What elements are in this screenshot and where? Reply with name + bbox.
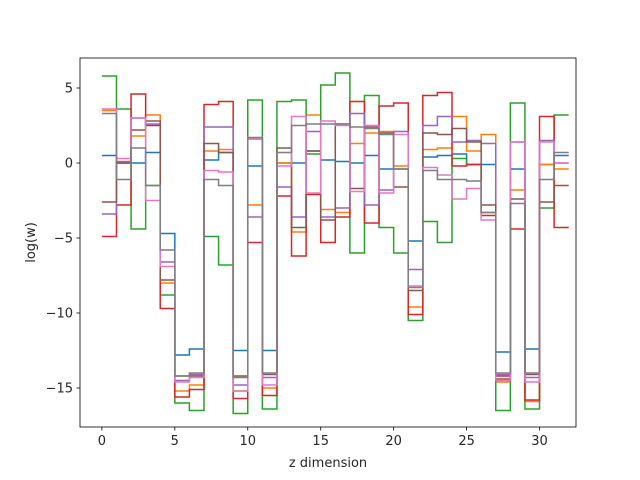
y-axis: −15 −10 −5 0 5	[46, 82, 80, 397]
series-line-8	[101, 112, 569, 379]
series-layer	[101, 72, 569, 415]
axes-frame	[79, 57, 577, 428]
x-tick-label: 20	[385, 434, 402, 449]
plot-area	[79, 57, 577, 428]
x-tick-label: 10	[239, 434, 256, 449]
y-tick-label: −15	[46, 382, 73, 397]
x-tick-label: 15	[312, 434, 329, 449]
y-tick-label: −10	[46, 307, 73, 322]
y-tick-label: 0	[65, 157, 73, 172]
x-axis-label: z dimension	[289, 456, 367, 471]
y-tick-label: −5	[54, 232, 73, 247]
x-tick-label: 30	[531, 434, 548, 449]
series-line-4	[101, 91, 569, 401]
x-tick-label: 0	[98, 434, 106, 449]
y-tick-label: 5	[65, 82, 73, 97]
x-tick-label: 5	[171, 434, 179, 449]
x-axis: 0 5 10 15 20 25 30	[98, 427, 548, 449]
x-tick-label: 25	[458, 434, 475, 449]
y-axis-label: log(w)	[24, 222, 39, 263]
